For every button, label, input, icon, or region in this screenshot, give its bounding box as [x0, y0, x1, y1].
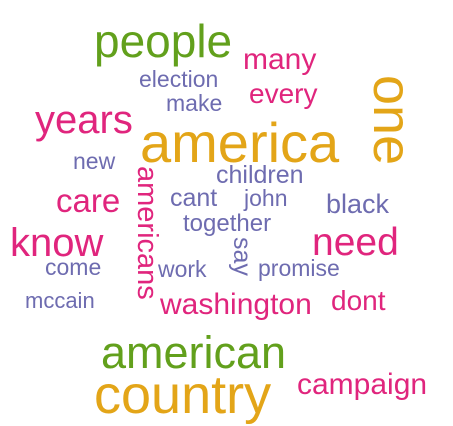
word-americans: americans	[131, 166, 163, 300]
word-america: america	[140, 111, 340, 174]
word-together: together	[183, 210, 272, 237]
word-years: years	[35, 98, 133, 142]
word-election: election	[139, 66, 219, 92]
word-promise: promise	[258, 255, 340, 281]
word-many: many	[243, 43, 317, 76]
word-people: people	[94, 15, 233, 67]
word-cant: cant	[170, 184, 218, 212]
word-say: say	[228, 237, 256, 276]
word-american: american	[101, 327, 287, 378]
word-dont: dont	[331, 285, 386, 316]
word-mccain: mccain	[25, 288, 95, 313]
word-children: children	[216, 161, 304, 189]
word-country: country	[94, 365, 272, 425]
word-every: every	[249, 78, 318, 109]
word-know: know	[10, 221, 104, 265]
word-one: one	[362, 75, 422, 166]
word-come: come	[45, 254, 102, 280]
word-need: need	[312, 221, 399, 264]
word-john: john	[244, 185, 288, 211]
word-work: work	[158, 256, 207, 282]
word-make: make	[166, 90, 223, 116]
word-black: black	[326, 189, 390, 219]
word-care: care	[56, 182, 121, 219]
word-campaign: campaign	[297, 368, 428, 401]
word-washington: washington	[160, 288, 312, 321]
word-new: new	[73, 148, 116, 174]
